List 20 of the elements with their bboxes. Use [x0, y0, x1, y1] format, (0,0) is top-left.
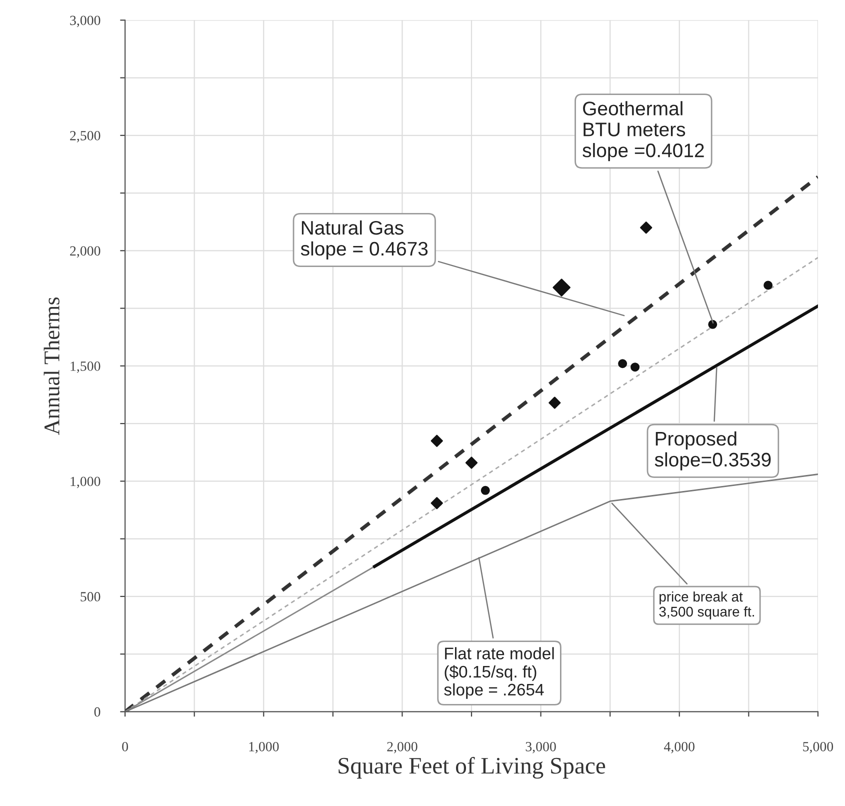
annotation: price break at 3,500 square ft.: [659, 591, 754, 620]
y-tick-label: 500: [80, 592, 100, 602]
x-tick-label: 3,000: [526, 742, 556, 754]
x-tick-label: 1,000: [249, 742, 279, 754]
y-tick-label: 1,500: [70, 362, 100, 373]
y-axis-title: Annual Therms: [44, 297, 60, 435]
y-tick-label: 3,000: [70, 16, 100, 28]
x-tick-label: 2,000: [387, 742, 418, 754]
y-tick-label: 0: [94, 707, 100, 717]
annotation: Proposed slope=0.3539: [654, 431, 771, 470]
annotation: Flat rate model ($0.15/sq. ft) slope = .2654: [444, 647, 554, 699]
y-tick-label: 2,500: [70, 130, 100, 142]
y-tick-label: 2,000: [70, 246, 100, 258]
x-tick-label: 4,000: [664, 742, 694, 754]
annotation: Geothermal BTU meters slope =0.4012: [582, 101, 704, 162]
y-tick-label: 1,000: [70, 476, 100, 488]
x-tick-label: 5,000: [803, 742, 834, 754]
x-axis-title: Square Feet of Living Space: [338, 756, 606, 779]
annotation: Natural Gas slope = 0.4673: [300, 220, 428, 260]
x-tick-label: 0: [122, 742, 128, 752]
